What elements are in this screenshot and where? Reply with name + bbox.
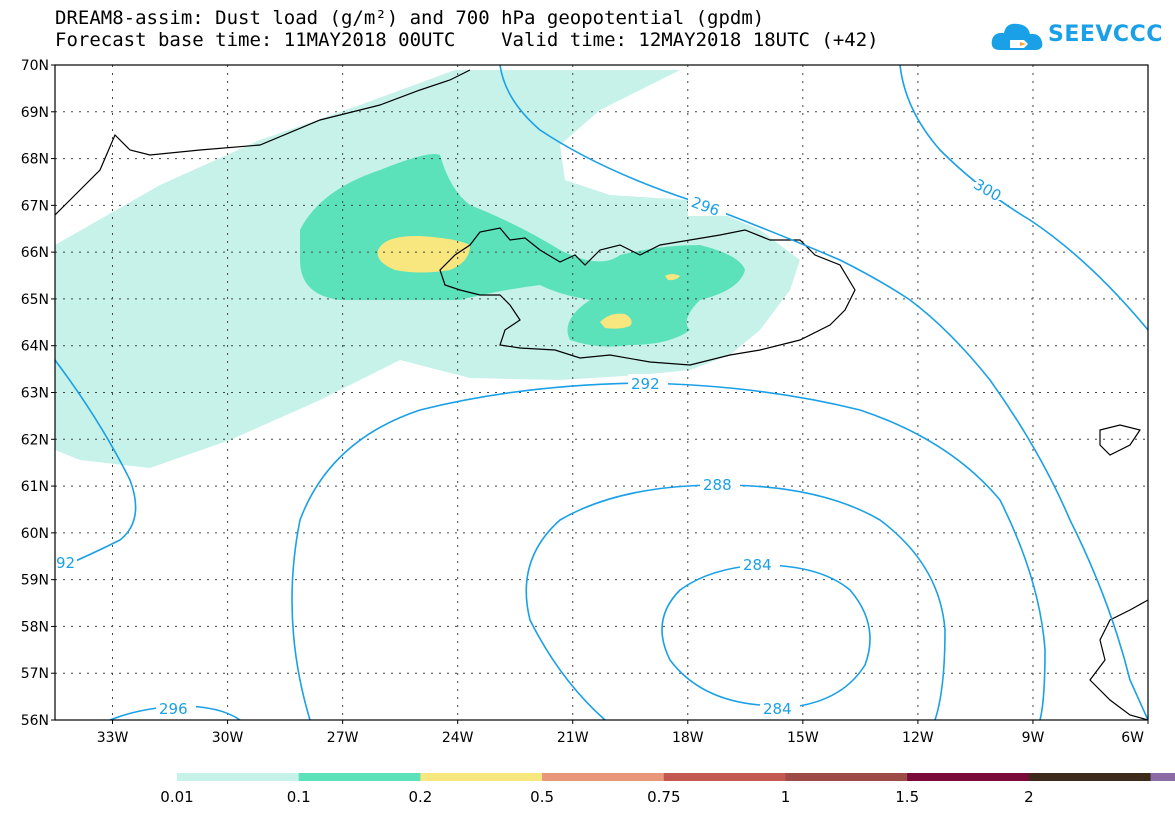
contour-label-bg — [628, 374, 668, 392]
dust-shading — [55, 70, 800, 468]
lon-label: 30W — [212, 730, 244, 746]
contour-label-bg — [688, 198, 726, 216]
contour-292 — [291, 382, 1046, 720]
legend-label: 0.1 — [287, 788, 311, 806]
legend-label: 0.01 — [160, 788, 193, 806]
contour-284 — [661, 564, 871, 709]
legend-label: 0.2 — [408, 788, 432, 806]
legend-label: 0.5 — [530, 788, 554, 806]
iceland-coastline — [439, 227, 856, 366]
scotland-coastline — [1099, 424, 1141, 456]
lon-label: 6W — [1121, 730, 1144, 746]
lat-label: 70N — [21, 58, 49, 74]
legend-swatch — [177, 773, 300, 781]
latitude-labels: 70N 69N 68N 67N 66N 65N 64N 63N 62N 61N 60N 59N 58N 5… — [21, 58, 55, 729]
lon-label: 18W — [672, 730, 704, 746]
legend-swatch — [1150, 773, 1175, 781]
contour-label-bg — [740, 556, 780, 574]
contour-label-bg — [55, 554, 77, 572]
seevccc-logo-text: SEEVCCC — [1048, 22, 1163, 47]
legend-swatch — [420, 773, 543, 781]
contour-label-bg — [156, 700, 196, 718]
contour-292-west — [55, 359, 137, 571]
lon-label: 27W — [327, 730, 359, 746]
contour-label-292-west: 92 — [56, 554, 75, 572]
lat-label: 63N — [21, 386, 49, 402]
legend-swatch — [298, 773, 421, 781]
contour-288 — [525, 484, 946, 720]
legend-label: 0.75 — [647, 788, 680, 806]
chart-title-line1: DREAM8-assim: Dust load (g/m²) and 700 h… — [55, 7, 765, 29]
lat-label: 59N — [21, 573, 49, 589]
lat-label: 66N — [21, 245, 49, 261]
dust-level-02-c — [665, 274, 680, 281]
contour-label-284-bottom: 284 — [763, 700, 792, 718]
uk-coastline — [1089, 599, 1148, 720]
lat-label: 62N — [21, 432, 49, 448]
coastlines — [55, 69, 1148, 720]
contour-296-north — [499, 65, 1148, 720]
legend-swatch — [663, 773, 786, 781]
contour-label-288: 288 — [703, 476, 732, 494]
lat-label: 57N — [21, 666, 49, 682]
longitude-labels: 33W 30W 27W 24W 21W 18W 15W 12W 9W 6W — [97, 720, 1149, 746]
contour-label-bg — [700, 476, 740, 494]
lat-label: 61N — [21, 479, 49, 495]
legend-label: 2 — [1024, 788, 1034, 806]
lat-label: 67N — [21, 198, 49, 214]
contour-label-296-south: 296 — [159, 700, 188, 718]
legend-label: 1 — [781, 788, 791, 806]
legend-swatch — [785, 773, 908, 781]
lat-label: 64N — [21, 339, 49, 355]
greenland-coastline — [55, 69, 471, 216]
lon-label: 24W — [442, 730, 474, 746]
lon-label: 21W — [557, 730, 589, 746]
colorbar-legend: 0.01 0.1 0.2 0.5 0.75 1 1.5 2 — [160, 773, 1175, 806]
lat-label: 65N — [21, 292, 49, 308]
lon-label: 33W — [97, 730, 129, 746]
lat-label: 69N — [21, 105, 49, 121]
dust-level-01-west — [300, 154, 745, 347]
lat-label: 60N — [21, 526, 49, 542]
lon-label: 15W — [787, 730, 819, 746]
map-grid — [55, 65, 1148, 720]
lat-label: 58N — [21, 619, 49, 635]
legend-swatch — [542, 773, 665, 781]
contour-label-bg — [970, 182, 1008, 200]
legend-swatch — [1028, 773, 1152, 781]
chart-title-line2: Forecast base time: 11MAY2018 00UTC Vali… — [55, 29, 879, 51]
contour-label-bg — [760, 700, 800, 718]
contour-label-284-top: 284 — [743, 556, 772, 574]
legend-swatch — [907, 773, 1030, 781]
contour-labels: 296 300 292 288 284 284 296 92 — [55, 175, 1008, 718]
legend-label: 1.5 — [895, 788, 919, 806]
contour-label-292: 292 — [631, 375, 660, 393]
lat-label: 68N — [21, 152, 49, 168]
seevccc-cloud-logo-icon — [991, 23, 1043, 50]
lon-label: 12W — [902, 730, 934, 746]
contour-300 — [899, 65, 1148, 331]
lat-label: 56N — [21, 713, 49, 729]
lon-label: 9W — [1022, 730, 1045, 746]
dust-level-02-b — [600, 313, 632, 329]
